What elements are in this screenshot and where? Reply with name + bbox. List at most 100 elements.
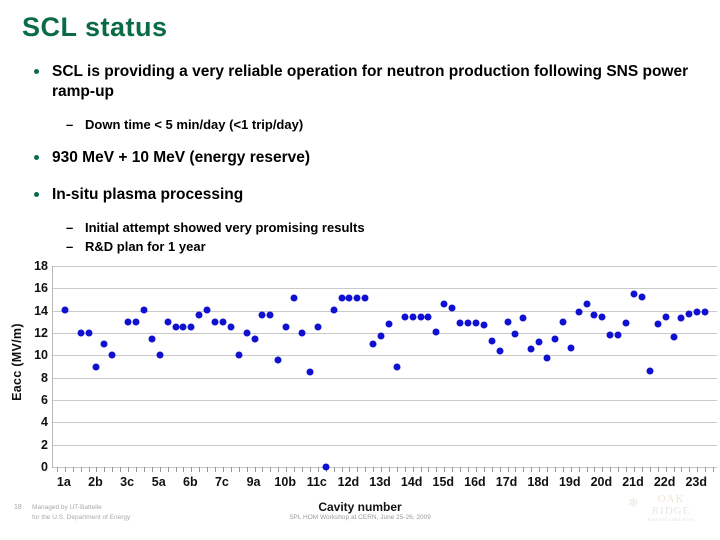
managed-by-text: Managed by UT-Battelle for the U.S. Depa… — [32, 503, 130, 523]
data-point — [85, 329, 93, 337]
managed-by-line-1: Managed by UT-Battelle — [32, 504, 102, 511]
data-point — [567, 344, 575, 352]
data-point — [243, 329, 251, 337]
x-tick-label: 5a — [151, 475, 166, 489]
logo-line-2: RIDGE — [651, 505, 691, 517]
data-point — [670, 333, 678, 341]
x-tick-label: 16d — [464, 475, 486, 489]
x-tick-mark — [610, 467, 612, 472]
x-tick-mark — [499, 467, 501, 472]
x-tick-mark — [341, 467, 343, 472]
gridline — [53, 400, 717, 401]
x-tick-mark — [436, 467, 438, 472]
x-axis-tick-labels: 1a 2b 3c 5a 6b 7c 9a 10b 11c 12d 13d 14d 15d 16d 17d 18… — [52, 475, 716, 493]
spacer — [30, 107, 695, 116]
x-tick-mark — [365, 467, 367, 472]
x-tick-mark — [673, 467, 675, 472]
x-tick-mark — [143, 467, 145, 472]
dash-marker-icon: – — [66, 238, 74, 254]
bullet-text: In-situ plasma processing — [52, 186, 244, 204]
data-point — [456, 319, 464, 327]
data-point — [685, 310, 693, 318]
x-tick-label: 10b — [274, 475, 296, 489]
x-tick-label: 20d — [590, 475, 613, 489]
gridline — [53, 422, 717, 424]
data-point — [314, 323, 322, 331]
x-tick-label: 19d — [558, 475, 581, 489]
x-tick-label: 12d — [337, 475, 360, 489]
page-title: SCL status — [22, 12, 168, 42]
x-tick-mark — [278, 467, 280, 472]
data-point — [424, 313, 432, 321]
x-tick-mark — [697, 467, 699, 472]
y-tick-label: 8 — [41, 370, 48, 385]
data-point — [108, 351, 116, 359]
x-tick-mark — [151, 467, 153, 472]
bullet-dot-icon — [34, 69, 39, 74]
x-tick-mark — [539, 467, 541, 472]
x-tick-label: 14d — [400, 475, 423, 489]
data-point — [124, 318, 132, 326]
data-point — [551, 335, 559, 343]
x-tick-mark — [159, 467, 161, 472]
data-point — [219, 318, 227, 326]
eacc-scatter-chart: Eacc (MV/m) 0 2 4 6 8 10 12 14 16 18 1a 2b 3c 5a 6b 7c… — [0, 255, 720, 503]
x-tick-mark — [396, 467, 398, 472]
x-tick-mark — [507, 467, 509, 472]
x-tick-mark — [602, 467, 604, 472]
data-point — [187, 323, 195, 331]
x-tick-mark — [294, 467, 296, 472]
data-point — [401, 313, 409, 321]
data-point — [77, 329, 85, 337]
x-tick-mark — [428, 467, 430, 472]
gridline — [53, 444, 717, 446]
x-tick-mark — [705, 467, 707, 472]
x-tick-mark — [618, 467, 620, 472]
x-tick-mark — [665, 467, 667, 472]
data-point — [345, 294, 353, 302]
x-tick-label: 23d — [685, 475, 708, 489]
x-tick-label: 17d — [495, 475, 518, 489]
x-tick-mark — [515, 467, 517, 472]
x-tick-mark — [483, 467, 485, 472]
data-point — [164, 318, 172, 326]
data-point — [575, 308, 583, 316]
data-point — [385, 320, 393, 328]
data-point — [100, 340, 108, 348]
x-tick-label: 9a — [246, 475, 261, 489]
x-tick-mark — [64, 467, 66, 472]
data-point — [266, 311, 274, 319]
x-tick-mark — [238, 467, 240, 472]
bullet-text: 930 MeV + 10 MeV (energy reserve) — [52, 148, 311, 166]
x-tick-mark — [373, 467, 375, 472]
data-point — [472, 319, 480, 327]
data-point — [251, 335, 259, 343]
x-tick-label: 3c — [120, 475, 135, 489]
bullet-text: Down time < 5 min/day (<1 trip/day) — [85, 116, 304, 132]
data-point — [630, 290, 638, 298]
plot-area — [52, 266, 717, 472]
dash-marker-icon: – — [66, 219, 74, 235]
x-tick-label: 1a — [56, 475, 71, 489]
data-point — [543, 354, 551, 362]
data-point — [235, 351, 243, 359]
x-tick-mark — [222, 467, 224, 472]
gridline — [53, 288, 717, 290]
data-point — [701, 308, 709, 316]
data-point — [583, 300, 591, 308]
data-point — [488, 337, 496, 345]
data-point — [693, 308, 701, 316]
x-tick-mark — [167, 467, 169, 472]
data-point — [148, 335, 156, 343]
y-tick-label: 4 — [41, 415, 48, 430]
data-point — [677, 314, 685, 322]
ornl-logo: ❄ OAK RIDGE National Laboratory — [628, 494, 712, 523]
x-tick-mark — [626, 467, 628, 472]
x-tick-mark — [246, 467, 248, 472]
x-tick-mark — [586, 467, 588, 472]
data-point — [417, 313, 425, 321]
x-tick-mark — [570, 467, 572, 472]
x-tick-mark — [230, 467, 232, 472]
data-point — [330, 306, 338, 314]
x-tick-mark — [128, 467, 130, 472]
